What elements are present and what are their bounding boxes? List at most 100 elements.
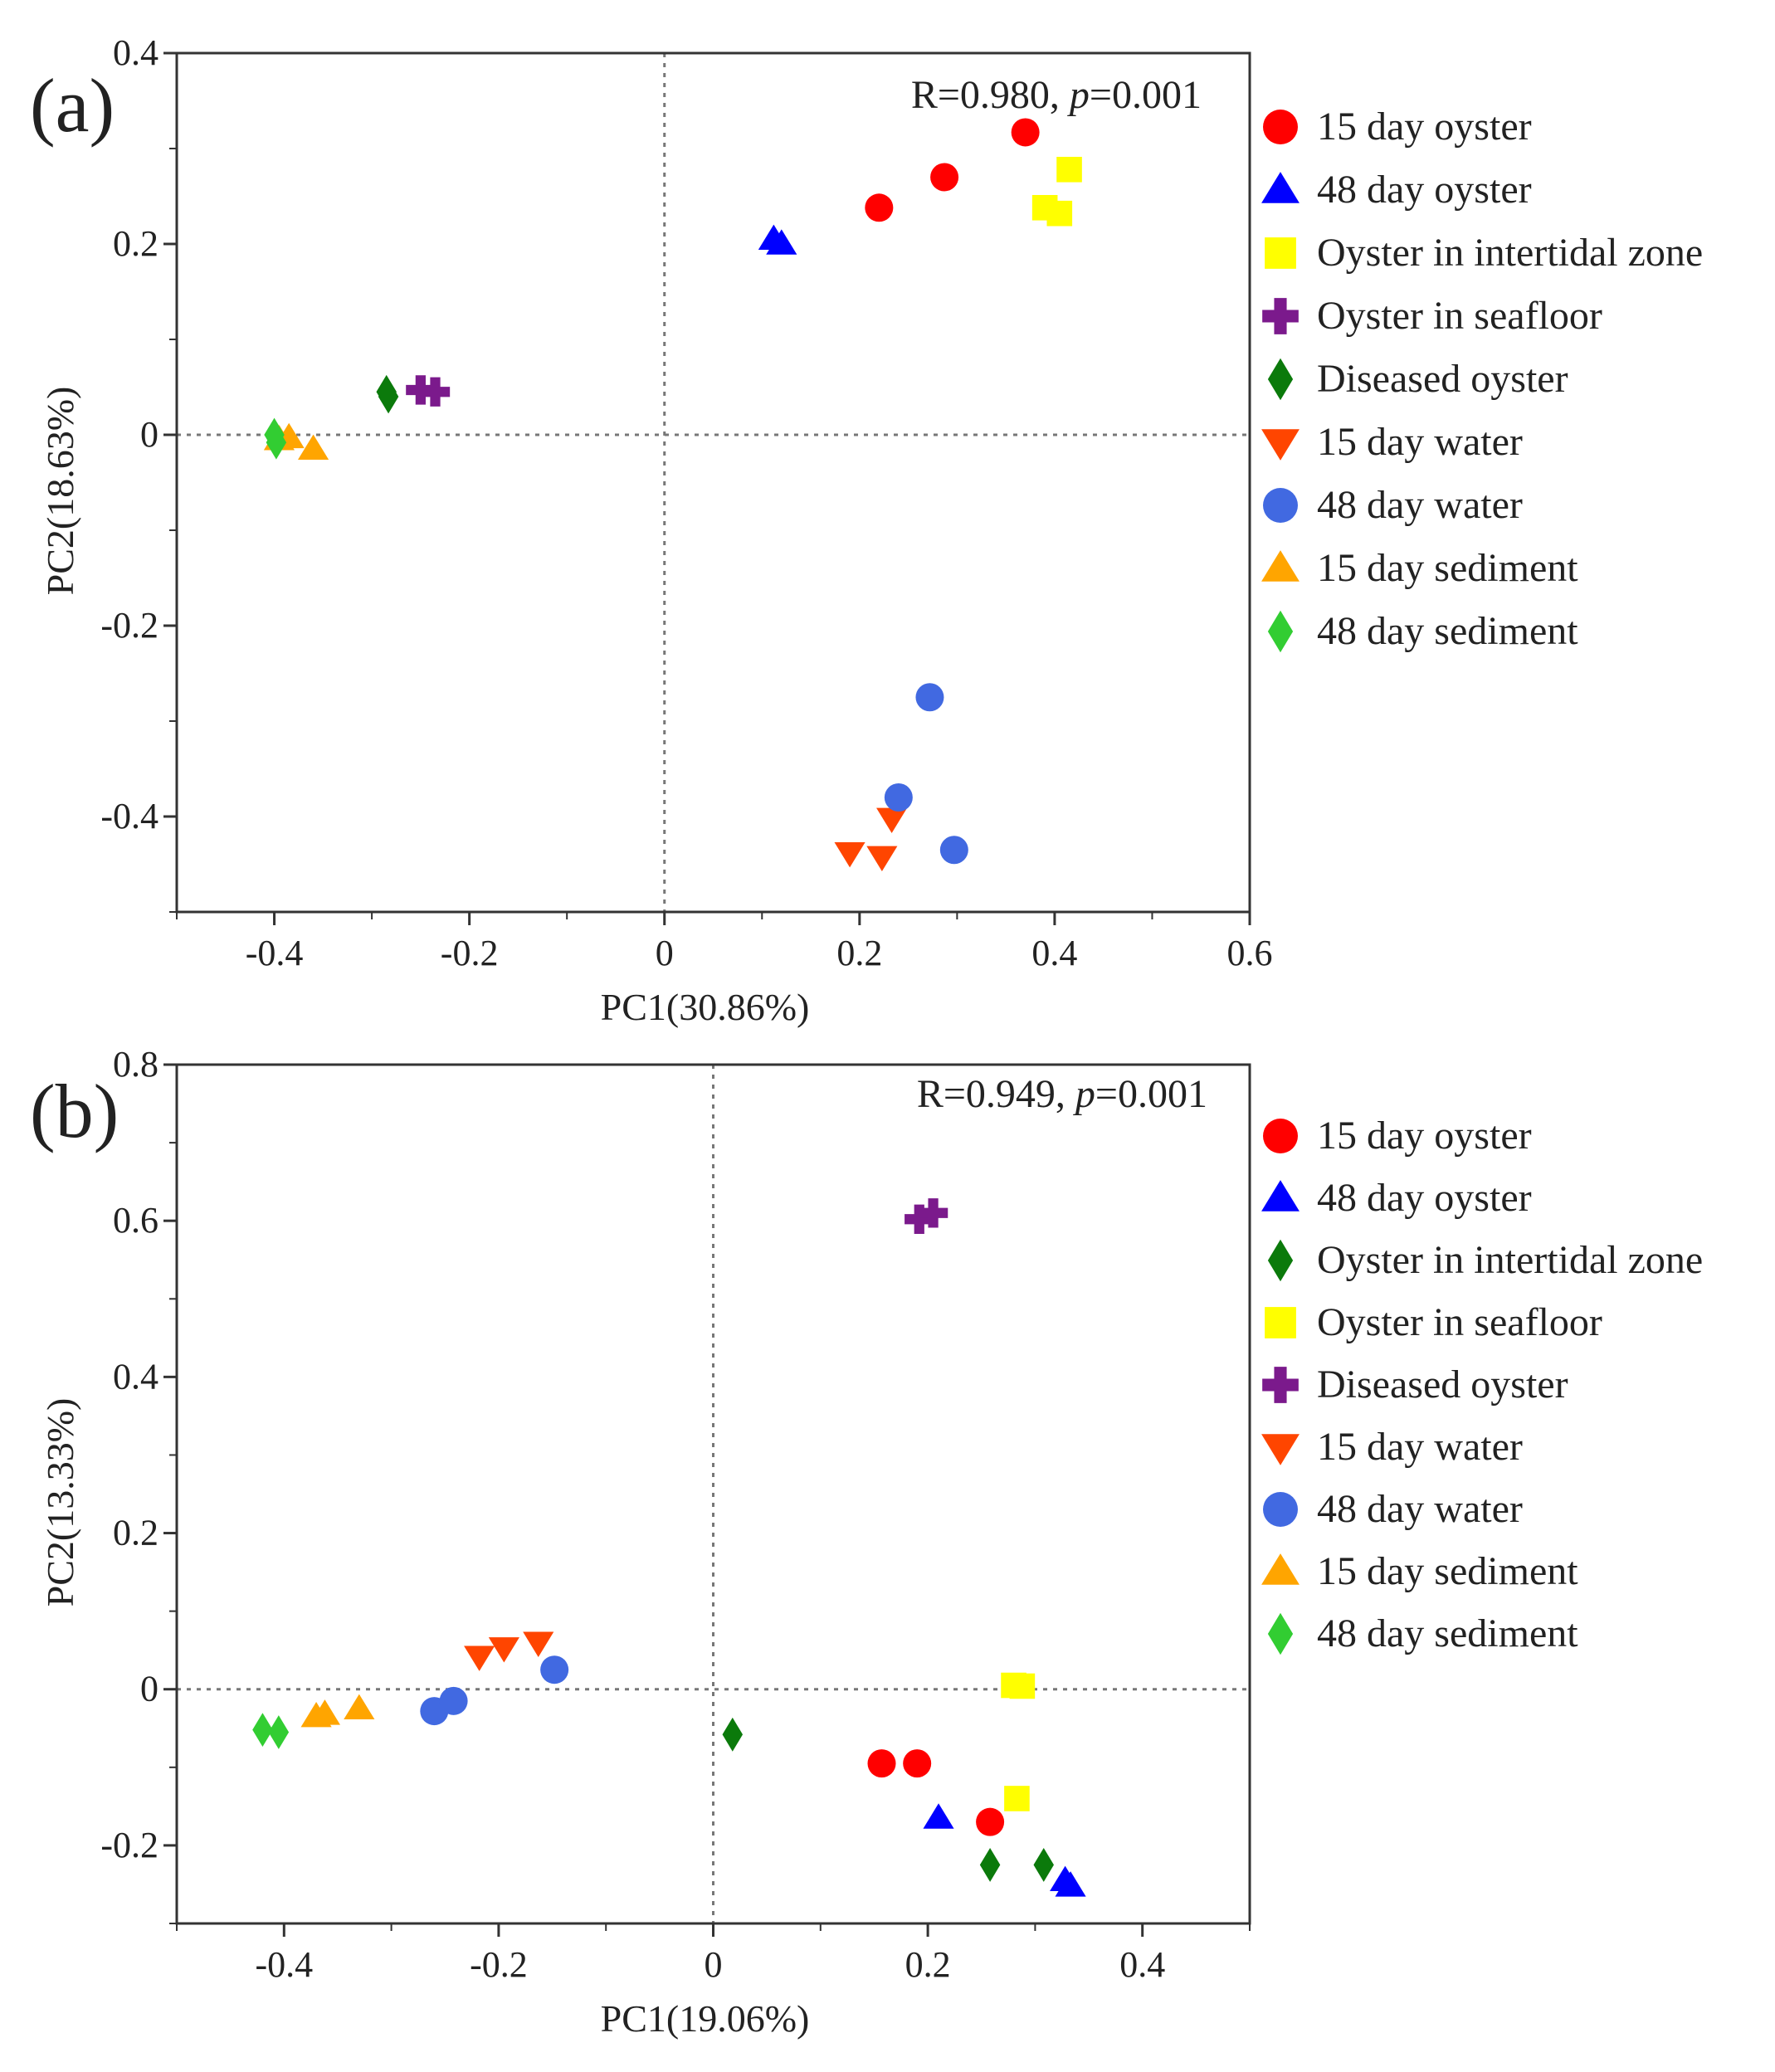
legend-item: 15 day oyster [1263,1114,1532,1158]
series-48-day-oyster [923,1803,1086,1897]
y-tick-label: 0.6 [113,1200,158,1241]
x-tick-label: 0.2 [836,933,882,973]
y-tick-label: 0 [140,1669,158,1709]
x-tick-label: 0.4 [1119,1944,1165,1985]
legend-marker [1263,110,1298,144]
stat-r: R=0.949, [917,1072,1075,1116]
y-tick-label: -0.2 [100,605,158,646]
data-point [268,1715,290,1749]
legend-marker [1261,1180,1300,1212]
series-48-day-oyster [758,224,797,255]
x-tick-label: -0.4 [246,933,304,973]
legend-label: Diseased oyster [1317,357,1568,401]
series-oyster-in-seafloor [1001,1672,1036,1811]
legend-marker [1261,1553,1300,1585]
x-tick-label: 0 [656,933,674,973]
data-point [930,163,959,192]
legend-marker [1261,429,1300,461]
x-tick-label: 0.2 [905,1944,951,1985]
legend-marker [1267,1612,1294,1655]
data-point [903,1749,932,1778]
legend-marker [1267,358,1294,401]
data-point [488,1637,519,1663]
legend-item: Oyster in seafloor [1262,294,1602,338]
x-axis-label: PC1(19.06%) [601,1997,810,2040]
legend-marker [1267,1239,1294,1282]
series-48-day-water [884,683,968,865]
data-point [915,683,944,712]
legend-item: 48 day water [1263,483,1523,527]
series-15-day-oyster [865,118,1040,222]
data-point [766,229,797,255]
y-tick-label: -0.2 [100,1825,158,1865]
legend-marker [1262,298,1299,334]
data-point [1046,200,1073,227]
legend: 15 day oyster 48 day oyster Oyster in inte… [1261,105,1703,653]
y-tick-label: 0.8 [113,1044,158,1085]
legend-item: 15 day water [1261,420,1523,464]
data-point [420,377,451,407]
y-tick-label: -0.4 [100,796,158,836]
legend-label: 15 day water [1317,1425,1523,1469]
legend-label: Oyster in intertidal zone [1317,1238,1703,1282]
y-tick-label: 0 [140,414,158,455]
stat-p-value: =0.001 [1095,1072,1207,1116]
legend-label: Oyster in seafloor [1317,1300,1602,1344]
data-point [439,1686,468,1715]
panel-label: (a) [30,63,115,148]
legend-label: 48 day sediment [1317,1611,1578,1655]
x-tick-label: 0.6 [1227,933,1273,973]
legend-label: 15 day sediment [1317,1549,1578,1593]
series-15-day-water [834,807,908,871]
legend-item: Oyster in intertidal zone [1267,1238,1703,1282]
data-point [1004,1786,1030,1811]
data-point [1033,1848,1054,1882]
legend-item: 48 day oyster [1261,168,1532,212]
legend-item: 15 day sediment [1261,546,1578,590]
data-point [309,1699,340,1725]
data-point [1009,1673,1036,1699]
x-tick-label: -0.2 [441,933,499,973]
y-axis-label: PC2(13.33%) [39,1398,81,1607]
stat-p-symbol: p [1067,73,1090,117]
legend-label: 48 day sediment [1317,609,1578,653]
legend-item: 15 day water [1261,1425,1523,1469]
plot-frame [175,51,1251,914]
data-point [1055,1871,1086,1897]
data-point [252,1713,273,1748]
legend-label: 15 day sediment [1317,546,1578,590]
stat-p-symbol: p [1073,1072,1095,1116]
legend-marker [1265,1307,1296,1338]
legend-label: 48 day water [1317,1487,1523,1531]
data-point [923,1803,954,1829]
panel-b: -0.4 -0.2 0 0.2 0.4 -0.2 0 0.2 0.4 0.6 0.8 PC1(19.0… [30,1044,1703,2040]
data-point [876,807,908,833]
legend-marker [1262,1367,1299,1403]
legend-item: 48 day sediment [1267,609,1578,653]
legend-label: 48 day water [1317,483,1523,527]
series-oyster-in-intertidal-zone [722,1717,1054,1882]
legend-marker [1265,237,1296,269]
y-tick-label: 0.2 [113,1513,158,1553]
data-point [884,783,913,812]
stat-annotation: R=0.980, p=0.001 [911,73,1202,117]
legend-label: Diseased oyster [1317,1363,1568,1407]
legend-label: Oyster in intertidal zone [1317,231,1703,275]
y-tick-label: 0.2 [113,223,158,264]
legend-item: Oyster in seafloor [1265,1300,1602,1344]
series-diseased-oyster [905,1198,948,1234]
panel-label: (b) [30,1069,119,1153]
legend-label: 15 day oyster [1317,105,1532,149]
data-point [1011,118,1040,147]
legend-item: 48 day sediment [1267,1611,1578,1655]
x-axis-label: PC1(30.86%) [601,986,810,1028]
x-tick-label: 0 [705,1944,723,1985]
legend-item: 15 day sediment [1261,1549,1578,1593]
data-point [867,1749,896,1778]
legend-marker [1263,488,1298,523]
legend-item: Diseased oyster [1267,357,1568,401]
data-point [905,1204,934,1234]
